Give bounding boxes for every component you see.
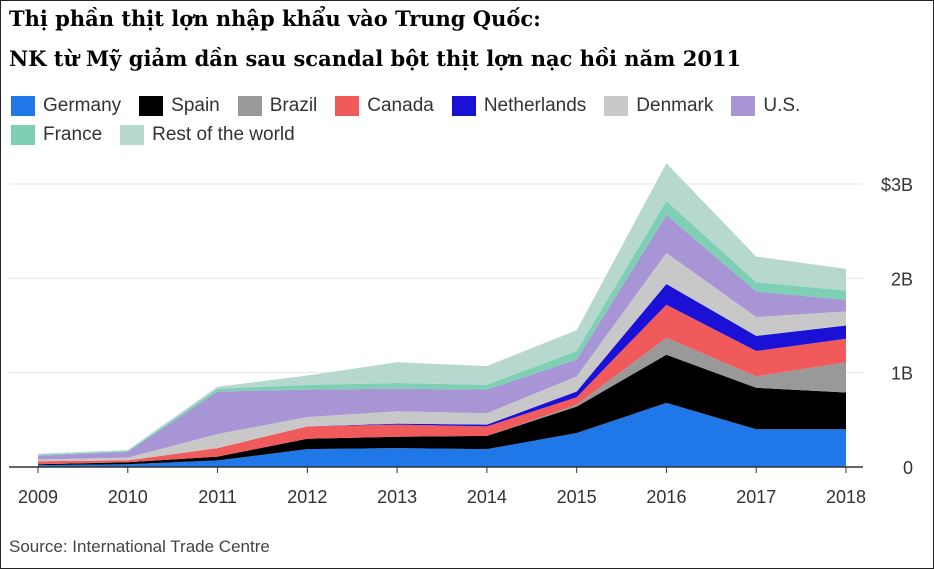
x-tick-label: 2010 — [108, 487, 148, 507]
legend-swatch — [451, 96, 476, 116]
legend-item: Brazil — [237, 95, 318, 117]
legend-label: Brazil — [269, 95, 318, 116]
legend-label: France — [43, 124, 103, 145]
x-tick-label: 2012 — [287, 487, 327, 507]
legend-item: Netherlands — [451, 95, 587, 117]
legend-item: France — [11, 124, 102, 146]
area-series-canada — [38, 304, 846, 465]
legend-label: Canada — [367, 95, 434, 116]
legend-swatch — [11, 125, 35, 145]
stacked-area-chart: 2009 2010 2011 2012 2013 2014 2015 2016 2017 2018… — [9, 163, 913, 507]
legend-swatch — [120, 125, 145, 145]
legend-label: U.S. — [763, 95, 801, 116]
legend-label: Denmark — [636, 95, 714, 116]
legend-item: Rest of the world — [120, 124, 295, 146]
legend-label: Spain — [171, 95, 220, 116]
area-series-u-s — [38, 215, 846, 460]
area-series-germany — [38, 402, 846, 467]
x-tick-label: 2013 — [377, 487, 417, 507]
area-series-denmark — [38, 252, 846, 462]
legend-swatch — [604, 96, 629, 116]
legend-row-1: Germany Spain Brazil Canada Netherlands Denma… — [11, 95, 818, 117]
area-series-spain — [38, 354, 846, 466]
source-note: Source: International Trade Centre — [9, 537, 270, 556]
legend-label: Germany — [43, 95, 122, 116]
legend-swatch — [139, 96, 164, 116]
x-tick-label: 2011 — [198, 487, 237, 507]
x-tick-label: 2015 — [557, 487, 597, 507]
legend-item: U.S. — [731, 95, 800, 117]
chart-title-line-1: Thị phần thịt lợn nhập khẩu vào Trung Qu… — [9, 6, 541, 31]
x-tick-label: 2018 — [826, 487, 866, 507]
y-tick-label: 2B — [891, 269, 913, 289]
legend-item: Denmark — [604, 95, 713, 117]
chart-title-line-2: NK từ Mỹ giảm dần sau scandal bột thịt l… — [9, 46, 742, 71]
legend-row-2: France Rest of the world — [11, 124, 313, 146]
area-series-rest-of-the-world — [38, 163, 846, 455]
x-tick-label: 2017 — [736, 487, 776, 507]
y-tick-label: 1B — [891, 364, 913, 384]
x-tick-label: 2016 — [646, 487, 686, 507]
legend-swatch — [731, 96, 756, 116]
legend-label: Netherlands — [483, 95, 587, 116]
x-tick-label: 2014 — [467, 487, 507, 507]
legend-swatch — [11, 96, 35, 116]
legend-item: Spain — [139, 95, 220, 117]
legend-item: Germany — [11, 95, 121, 117]
x-tick-label: 2009 — [18, 487, 58, 507]
y-tick-label: 0 — [903, 458, 913, 478]
y-tick-label: $3B — [881, 175, 913, 195]
legend-label: Rest of the world — [152, 124, 295, 145]
legend-item: Canada — [335, 95, 434, 117]
legend-swatch — [237, 96, 262, 116]
legend-swatch — [335, 96, 360, 116]
